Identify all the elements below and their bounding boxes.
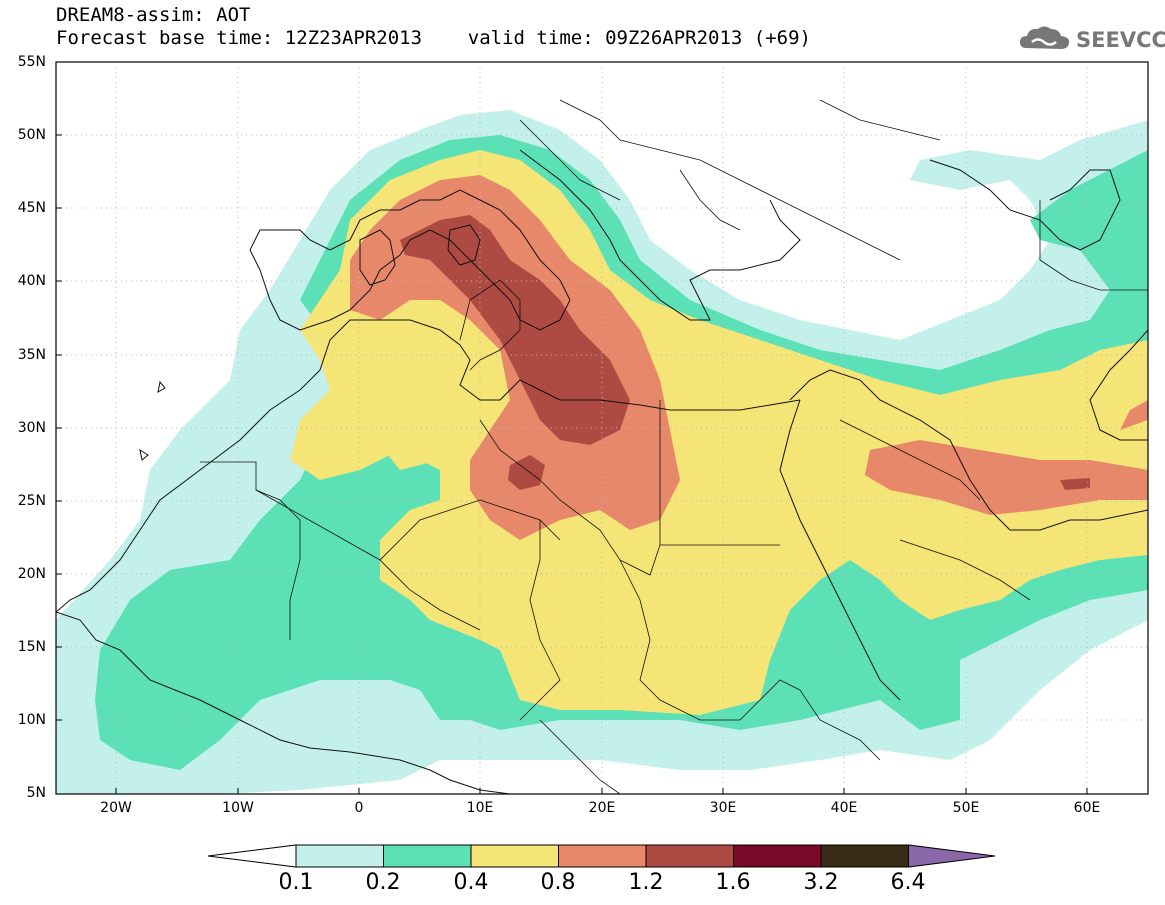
lon-tick-label: 20W: [100, 800, 132, 816]
lat-tick-label: 5N: [26, 785, 46, 801]
colorbar-swatch: [645, 844, 734, 868]
lon-tick-label: 0: [354, 800, 364, 816]
colorbar-over-triangle: [908, 844, 996, 868]
lon-tick-label: 10W: [222, 800, 254, 816]
colorbar-label: 3.2: [803, 870, 839, 895]
lon-tick-label: 30E: [709, 800, 737, 816]
colorbar-label: 1.2: [628, 870, 664, 895]
lat-tick-label: 20N: [17, 566, 46, 582]
colorbar-swatch: [470, 844, 559, 868]
lat-tick-label: 10N: [17, 712, 46, 728]
colorbar-swatch: [383, 844, 472, 868]
lon-tick-label: 20E: [588, 800, 616, 816]
colorbar-label: 0.4: [453, 870, 489, 895]
lat-tick-label: 30N: [17, 420, 46, 436]
borders: [200, 99, 1148, 794]
lat-tick-label: 25N: [17, 493, 46, 509]
lon-tick-label: 50E: [952, 800, 980, 816]
forecast-times: Forecast base time: 12Z23APR2013 valid t…: [56, 27, 811, 49]
lat-tick-label: 35N: [17, 347, 46, 363]
colorbar-label: 6.4: [890, 870, 926, 895]
lat-tick-label: 50N: [17, 127, 46, 143]
lat-tick-label: 55N: [17, 54, 46, 70]
colorbar-label: 0.8: [540, 870, 576, 895]
colorbar-swatch: [558, 844, 647, 868]
logo-text: SEEVCCC: [1076, 28, 1165, 52]
colorbar-swatch: [820, 844, 909, 868]
colorbar-swatch: [733, 844, 822, 868]
lat-tick-label: 40N: [17, 273, 46, 289]
aot-contour-1.2: [400, 215, 1090, 490]
lon-tick-label: 40E: [830, 800, 858, 816]
colorbar-label: 0.1: [278, 870, 314, 895]
lon-tick-label: 60E: [1073, 800, 1101, 816]
colorbar-swatch: [295, 844, 384, 868]
coastlines: [56, 149, 1148, 794]
aot-contour-0.8: [350, 175, 1148, 540]
figure-title: DREAM8-assim: AOT: [56, 4, 251, 26]
tick-marks: [56, 134, 1088, 794]
lat-tick-label: 15N: [17, 639, 46, 655]
graticule: [56, 62, 1148, 794]
colorbar-label: 0.2: [365, 870, 401, 895]
colorbar-under-triangle: [207, 844, 297, 868]
colorbar-label: 1.6: [715, 870, 751, 895]
colorbar: [207, 844, 996, 868]
cloud-icon: [1020, 26, 1070, 49]
lon-tick-label: 10E: [466, 800, 494, 816]
lat-tick-label: 45N: [17, 200, 46, 216]
